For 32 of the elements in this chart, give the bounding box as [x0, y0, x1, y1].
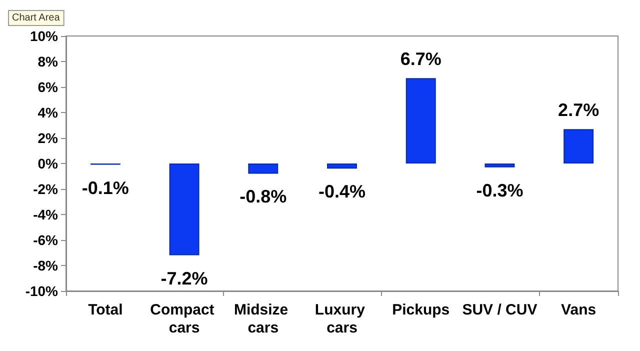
bar [327, 164, 357, 169]
data-label: -0.1% [82, 178, 129, 198]
x-tick-label: SUV / CUV [462, 302, 538, 318]
data-label: -7.2% [160, 268, 208, 288]
y-tick-label: 0% [38, 156, 59, 172]
y-tick-label: 6% [38, 79, 59, 95]
data-label: 2.7% [558, 100, 600, 120]
y-tick-label: 4% [38, 104, 59, 120]
y-tick-label: -10% [25, 283, 59, 299]
y-tick-label: -2% [33, 181, 59, 197]
data-label: -0.4% [318, 182, 366, 202]
y-tick-label: -4% [33, 206, 59, 222]
x-tick-label: Luxury cars [314, 302, 370, 336]
y-tick-label: 10% [30, 28, 59, 44]
y-tick-label: -6% [33, 232, 59, 248]
data-label: -0.8% [240, 186, 287, 207]
y-tick-label: -8% [33, 258, 59, 274]
bar [169, 164, 200, 256]
x-tick-label: Pickups [392, 302, 450, 318]
x-tick-label: Total [88, 302, 123, 318]
x-tick-label: Vans [561, 302, 596, 318]
text: Chart Area [12, 12, 60, 24]
y-tick-label: 8% [38, 54, 59, 70]
bar [484, 164, 515, 168]
y-tick-label: 2% [38, 130, 59, 146]
bar [406, 78, 436, 164]
data-label: -0.3% [476, 180, 524, 200]
x-tick-label: Compact cars [150, 302, 218, 336]
bar [564, 129, 594, 164]
x-tick-label: Midsize cars [234, 302, 292, 336]
bar [248, 164, 278, 174]
data-label: 6.7% [400, 49, 442, 70]
